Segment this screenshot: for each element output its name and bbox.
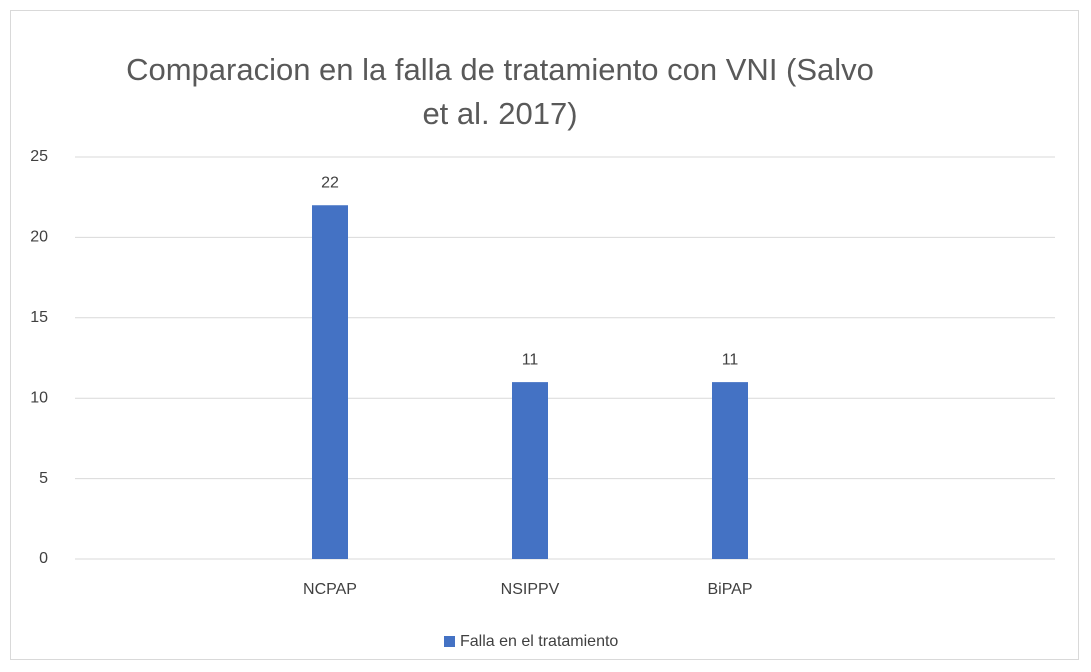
y-tick-label: 10 <box>30 389 48 406</box>
data-label: 11 <box>722 351 739 368</box>
x-tick-label: NSIPPV <box>501 581 560 598</box>
x-tick-label: BiPAP <box>707 581 752 598</box>
x-tick-label: NCPAP <box>303 581 357 598</box>
legend-swatch <box>444 636 455 647</box>
y-tick-label: 20 <box>30 229 48 246</box>
legend-label: Falla en el tratamiento <box>460 633 618 650</box>
bar <box>512 382 548 559</box>
bar <box>712 382 748 559</box>
chart-frame <box>10 10 1079 660</box>
y-tick-label: 5 <box>39 470 48 487</box>
chart-title: Comparacion en la falla de tratamiento c… <box>126 52 874 131</box>
data-label: 11 <box>522 351 539 368</box>
data-label: 22 <box>321 174 339 191</box>
y-tick-label: 15 <box>30 309 48 326</box>
y-tick-label: 0 <box>39 550 48 567</box>
y-tick-label: 25 <box>30 148 48 165</box>
bar <box>312 205 348 560</box>
